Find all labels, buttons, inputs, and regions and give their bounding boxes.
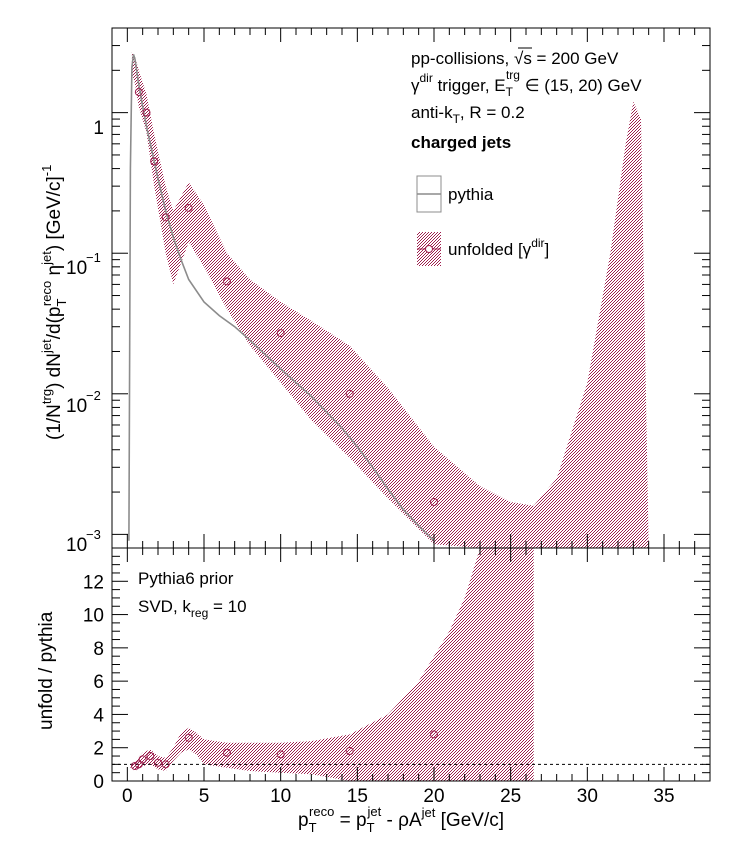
legend-pythia-label: pythia: [448, 185, 494, 204]
svg-text:unfold / pythia: unfold / pythia: [36, 611, 57, 730]
legend-entry-pythia: pythia: [416, 175, 494, 213]
ratio-point: [223, 748, 231, 757]
x-tick-label: 5: [199, 786, 210, 807]
ratio-point: [430, 730, 438, 739]
ratio-y-tick-label: 4: [93, 705, 104, 726]
x-tick-label: 0: [122, 786, 133, 807]
svg-text:10: 10: [66, 396, 87, 417]
x-tick-label: 15: [347, 786, 368, 807]
unfolded-point: [150, 157, 159, 166]
ratio-point: [184, 733, 193, 742]
ratio-y-tick-label: 2: [93, 739, 104, 760]
spectrum-ticks: [112, 27, 710, 548]
ratio-annotation-prior: Pythia6 prior: [138, 569, 234, 588]
unfolded-band-area: [131, 52, 649, 548]
pythia-line: [128, 54, 435, 542]
ratio-point: [146, 752, 155, 761]
x-tick-label: 35: [653, 786, 674, 807]
svg-text:pp-collisions, √s = 200 GeV: pp-collisions, √s = 200 GeV: [411, 49, 619, 68]
svg-text:γdir trigger, ETtrg ∈ (15, 20): γdir trigger, ETtrg ∈ (15, 20) GeV: [411, 68, 642, 99]
svg-text:anti-kT, R = 0.2: anti-kT, R = 0.2: [411, 103, 525, 126]
unfolded-point: [161, 213, 170, 222]
ratio-point: [345, 747, 354, 756]
ratio-ticks: 0 2 4 6 8 10 12 0 5 10 15 20 25 30 35: [83, 547, 710, 807]
ratio-y-axis-label: unfold / pythia: [36, 611, 57, 730]
unfolded-point: [223, 277, 231, 286]
y-tick-label-1e-2: 10 −2: [66, 388, 101, 417]
unfolded-point: [345, 389, 354, 398]
ratio-uncertainty-band: [130, 548, 534, 781]
ratio-panel: 0 2 4 6 8 10 12 0 5 10 15 20 25 30 35 Pythia6 prior SV…: [36, 547, 711, 835]
x-axis-label: pTreco = pTjet - ρAjet [GeV/c]: [298, 804, 504, 835]
ratio-point: [161, 760, 170, 769]
ratio-annotation-svd: SVD, kreg = 10: [138, 597, 247, 620]
svg-text:10: 10: [66, 535, 87, 556]
legend-header: pp-collisions, √s = 200 GeV γdir trigger…: [411, 47, 642, 152]
pythia-curve: [128, 54, 435, 542]
ratio-point: [276, 750, 285, 759]
unfolded-point: [134, 88, 143, 97]
unfolded-point: [142, 108, 151, 117]
svg-text:10: 10: [66, 258, 87, 279]
svg-text:−3: −3: [86, 527, 101, 542]
ratio-point: [131, 762, 139, 771]
ratio-point: [154, 758, 162, 767]
unfolded-point: [184, 203, 193, 212]
y-tick-label-1e-3: 10 −3: [66, 527, 101, 556]
svg-text:pTreco = pTjet - ρAjet [GeV/c]: pTreco = pTjet - ρAjet [GeV/c]: [298, 804, 504, 835]
ratio-point: [134, 760, 143, 769]
ratio-frame: [111, 547, 711, 782]
x-tick-label: 20: [423, 786, 444, 807]
ratio-y-tick-label: 10: [83, 606, 104, 627]
svg-text:−2: −2: [86, 388, 101, 403]
y-tick-label-1e-1: 10 −1: [66, 250, 101, 279]
legend-unfolded-label: unfolded [γdir]: [448, 236, 549, 259]
unfolded-uncertainty-band: [131, 52, 649, 548]
ratio-point: [138, 755, 147, 764]
x-tick-label: 25: [500, 786, 521, 807]
ratio-y-tick-label: 8: [93, 639, 104, 660]
svg-text:−1: −1: [86, 250, 101, 265]
ratio-y-tick-label: 0: [93, 772, 104, 793]
ratio-y-tick-label: 6: [93, 672, 104, 693]
legend-entry-unfolded: unfolded [γdir]: [417, 232, 549, 266]
svg-text:(1/Ntrg) dNjet/d(pTreco ηjet): (1/Ntrg) dNjet/d(pTreco ηjet) [GeV/c]-1: [39, 165, 69, 440]
ratio-y-tick-label: 12: [83, 572, 104, 593]
x-tick-label: 30: [577, 786, 598, 807]
y-tick-label-1: 1: [93, 118, 104, 139]
spectrum-y-axis-label: (1/Ntrg) dNjet/d(pTreco ηjet) [GeV/c]-1: [39, 165, 69, 440]
x-tick-label: 10: [270, 786, 291, 807]
unfolded-point: [430, 497, 438, 506]
legend-charged-jets: charged jets: [411, 133, 511, 152]
unfolded-points: [134, 88, 438, 506]
ratio-band-area: [130, 548, 534, 781]
ratio-points: [131, 730, 438, 771]
unfolded-point: [276, 329, 285, 338]
spectrum-panel: 1 10 −1 10 −2 10 −3 (1/Ntrg) dNjet/d(pTr…: [39, 27, 711, 556]
